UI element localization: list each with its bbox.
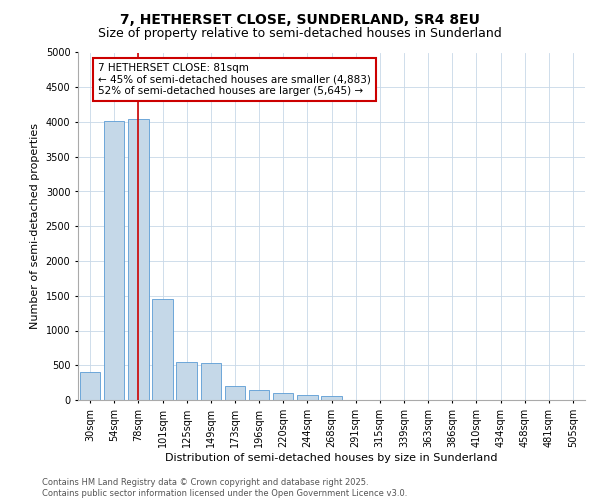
Bar	[176, 362, 197, 400]
Bar	[224, 386, 245, 400]
Bar	[200, 363, 221, 400]
Bar	[128, 118, 149, 400]
Y-axis label: Number of semi-detached properties: Number of semi-detached properties	[30, 123, 40, 329]
Bar	[321, 396, 342, 400]
Bar	[104, 120, 124, 400]
Bar	[249, 390, 269, 400]
Text: Size of property relative to semi-detached houses in Sunderland: Size of property relative to semi-detach…	[98, 28, 502, 40]
Bar	[297, 395, 317, 400]
Bar	[80, 372, 100, 400]
Text: Contains HM Land Registry data © Crown copyright and database right 2025.
Contai: Contains HM Land Registry data © Crown c…	[42, 478, 407, 498]
Text: 7 HETHERSET CLOSE: 81sqm
← 45% of semi-detached houses are smaller (4,883)
52% o: 7 HETHERSET CLOSE: 81sqm ← 45% of semi-d…	[98, 63, 371, 96]
Bar	[152, 298, 173, 400]
Text: 7, HETHERSET CLOSE, SUNDERLAND, SR4 8EU: 7, HETHERSET CLOSE, SUNDERLAND, SR4 8EU	[120, 12, 480, 26]
Bar	[273, 393, 293, 400]
X-axis label: Distribution of semi-detached houses by size in Sunderland: Distribution of semi-detached houses by …	[165, 452, 498, 462]
